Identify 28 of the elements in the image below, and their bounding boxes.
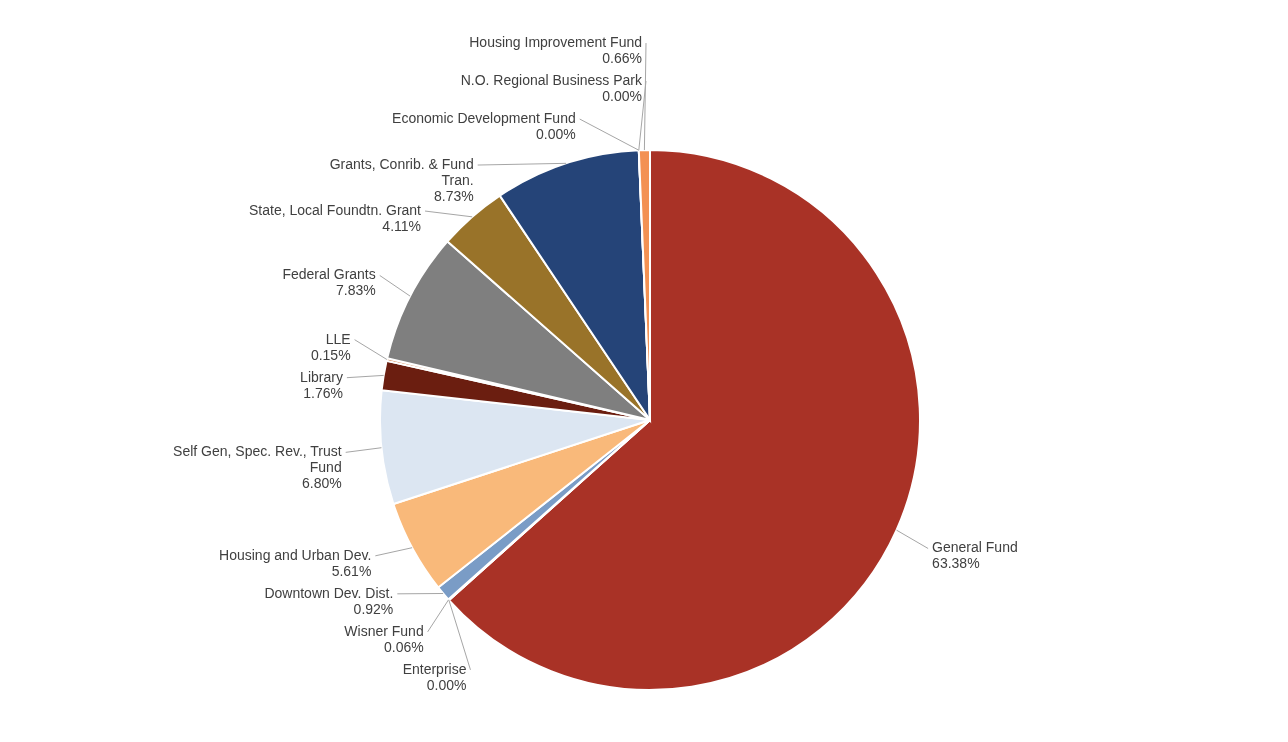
slice-label: Downtown Dev. Dist. (264, 584, 394, 601)
category-label: N.O. Regional Business Park (460, 72, 642, 89)
data-label: 0.15% (310, 346, 351, 363)
data-label: 5.61% (331, 562, 372, 579)
data-label: 0.06% (383, 638, 424, 655)
slice-label: Federal Grants (282, 266, 376, 283)
data-label: 7.83% (336, 282, 376, 299)
text: 0.00% (536, 126, 576, 143)
category-label: Economic Development Fund (392, 110, 576, 127)
slice-label: Wisner Fund (344, 622, 424, 639)
data-label: 6.80% (301, 475, 342, 492)
slice-label: Housing and Urban Dev. (219, 546, 372, 563)
data-label: 63.38% (932, 555, 980, 572)
slice-label: Library (300, 368, 343, 385)
category-label: Enterprise (402, 660, 467, 677)
text: 0.00% (602, 88, 642, 105)
slice-label: Self Gen, Spec. Rev., Trust Fund (173, 443, 342, 476)
data-label: 4.11% (382, 218, 422, 235)
text: 0.00% (426, 676, 467, 693)
slice-label: Housing Improvement Fund (469, 34, 642, 51)
slice-label: Grants, Conrib. & Fund Tran. (329, 156, 474, 189)
data-label: 8.73% (433, 188, 474, 205)
data-label: 1.76% (303, 384, 343, 401)
slice-label: LLE (325, 330, 351, 347)
data-label: 0.66% (602, 50, 642, 67)
slice-label: General Fund (932, 539, 1018, 556)
slice-label: State, Local Foundtn. Grant (249, 202, 422, 219)
data-label: 0.92% (353, 600, 394, 617)
